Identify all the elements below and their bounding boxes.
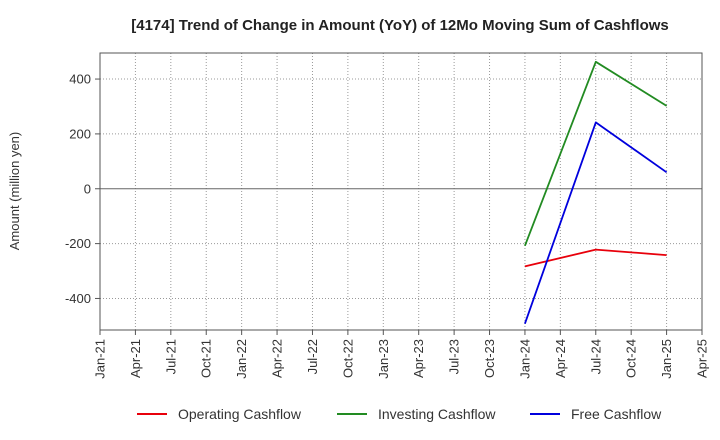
x-tick-label: Jan-25 (659, 339, 674, 379)
y-tick-label: 400 (69, 72, 91, 87)
y-axis-label: Amount (million yen) (7, 132, 22, 251)
x-tick-label: Oct-23 (482, 339, 497, 378)
series-line-operating-cashflow (524, 248, 667, 268)
x-tick-label: Jan-23 (376, 339, 391, 379)
x-tick-label: Jul-21 (163, 339, 178, 374)
x-tick-label: Apr-21 (128, 339, 143, 378)
legend: Operating Cashflow Investing Cashflow Free… (137, 406, 662, 422)
plot-frame (99, 52, 703, 331)
x-tick-labels: Jan-21 Apr-21 Jul-21 Oct-21 Jan-22 Apr-22 Jul-… (93, 330, 710, 379)
legend-label-investing-cashflow: Investing Cashflow (378, 406, 496, 422)
x-tick-label: Apr-24 (553, 339, 568, 378)
x-tick-label: Jan-22 (234, 339, 249, 379)
grid-lines (100, 53, 702, 330)
legend-label-free-cashflow: Free Cashflow (571, 406, 662, 422)
y-tick-label: -400 (65, 291, 91, 306)
series-line-investing-cashflow (524, 60, 668, 247)
x-tick-label: Jan-24 (517, 339, 532, 379)
x-tick-label: Jul-22 (305, 339, 320, 374)
x-tick-label: Oct-22 (340, 339, 355, 378)
x-tick-label: Jul-23 (447, 339, 462, 374)
y-tick-label: 200 (69, 126, 91, 141)
legend-label-operating-cashflow: Operating Cashflow (178, 406, 302, 422)
y-tick-label: -200 (65, 236, 91, 251)
y-tick-labels: -400 -200 0 200 400 (65, 72, 100, 306)
y-tick-label: 0 (84, 181, 91, 196)
x-tick-label: Oct-24 (624, 339, 639, 378)
chart-title: [4174] Trend of Change in Amount (YoY) o… (131, 17, 669, 34)
x-tick-label: Apr-25 (695, 339, 710, 378)
x-tick-label: Apr-23 (411, 339, 426, 378)
series-layer (524, 60, 668, 324)
x-tick-label: Apr-22 (270, 339, 285, 378)
x-tick-label: Oct-21 (199, 339, 214, 378)
x-tick-label: Jan-21 (93, 339, 108, 379)
x-tick-label: Jul-24 (588, 339, 603, 374)
series-line-free-cashflow (524, 121, 668, 324)
